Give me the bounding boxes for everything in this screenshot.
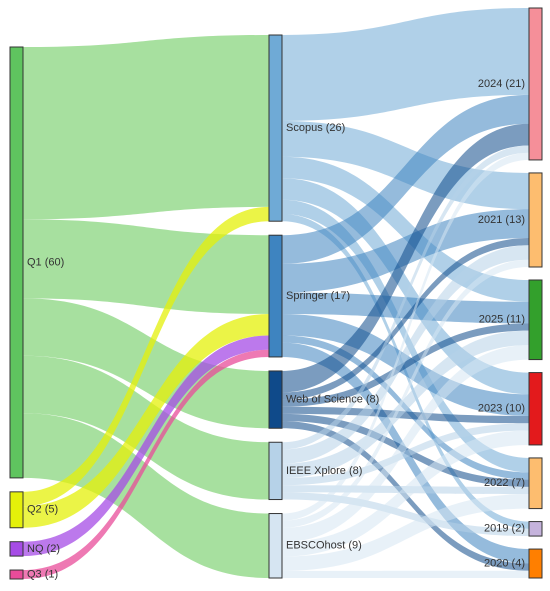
node-Springer[interactable]: [268, 234, 283, 358]
node-Q3[interactable]: [9, 569, 24, 580]
link-Q1-Scopus[interactable]: [23, 35, 269, 220]
node-label-NQ: NQ (2): [27, 543, 60, 555]
node-label-y2019: 2019 (2): [484, 523, 525, 535]
link-IEEE-y2025[interactable]: [282, 330, 529, 479]
link-IEEE-y2024[interactable]: [282, 145, 529, 450]
link-EBSCO-y2024[interactable]: [282, 152, 529, 521]
node-IEEE[interactable]: [268, 441, 283, 501]
node-label-y2021: 2021 (13): [478, 214, 525, 226]
node-NQ[interactable]: [9, 541, 24, 557]
link-Scopus-y2023[interactable]: [282, 178, 529, 395]
link-IEEE-y2021[interactable]: [282, 245, 529, 464]
node-Q1[interactable]: [9, 46, 24, 479]
node-Scopus[interactable]: [268, 34, 283, 222]
node-label-Scopus: Scopus (26): [286, 122, 345, 134]
node-label-Q3: Q3 (1): [27, 568, 58, 580]
link-Scopus-y2025[interactable]: [282, 156, 529, 302]
node-Q2[interactable]: [9, 491, 24, 529]
node-y2025[interactable]: [528, 279, 543, 361]
link-Q3-Springer[interactable]: [23, 349, 269, 579]
node-label-y2023: 2023 (10): [478, 403, 525, 415]
node-label-y2024: 2024 (21): [478, 78, 525, 90]
link-IEEE-y2019[interactable]: [282, 492, 529, 537]
node-label-y2022: 2022 (7): [484, 477, 525, 489]
node-label-Q1: Q1 (60): [27, 256, 64, 268]
node-label-y2020: 2020 (4): [484, 557, 525, 569]
node-label-WoS: Web of Science (8): [286, 394, 379, 406]
link-EBSCO-y2023[interactable]: [282, 430, 529, 557]
link-Springer-y2024[interactable]: [282, 94, 529, 264]
node-label-Springer: Springer (17): [286, 290, 350, 302]
node-label-EBSCO: EBSCOhost (9): [286, 540, 362, 552]
node-label-IEEE: IEEE Xplore (8): [286, 465, 362, 477]
node-y2021[interactable]: [528, 172, 543, 268]
link-Q2-Springer[interactable]: [23, 313, 269, 528]
link-NQ-Springer[interactable]: [23, 335, 269, 557]
link-Q1-EBSCO[interactable]: [23, 413, 269, 578]
node-EBSCO[interactable]: [268, 513, 283, 579]
node-y2023[interactable]: [528, 372, 543, 446]
labels-layer: Q1 (60) Q2 (5) NQ (2) Q3 (1) Scopus (26) Spri…: [27, 78, 525, 581]
node-y2022[interactable]: [528, 457, 543, 510]
link-Scopus-y2024[interactable]: [282, 8, 529, 121]
link-WoS-y2025[interactable]: [282, 323, 529, 407]
node-y2020[interactable]: [528, 548, 543, 579]
nodes-layer: [9, 7, 543, 580]
link-Q2-Scopus[interactable]: [23, 206, 269, 507]
link-EBSCO-y2021[interactable]: [282, 259, 529, 528]
link-Springer-y2025[interactable]: [282, 292, 529, 324]
node-y2024[interactable]: [528, 7, 543, 161]
node-WoS[interactable]: [268, 370, 283, 429]
links-layer: [23, 8, 529, 579]
node-label-Q2: Q2 (5): [27, 504, 58, 516]
link-EBSCO-y2025[interactable]: [282, 345, 529, 543]
node-label-y2025: 2025 (11): [479, 314, 525, 326]
node-y2019[interactable]: [528, 521, 543, 537]
link-WoS-y2024[interactable]: [282, 123, 529, 393]
link-WoS-y2021[interactable]: [282, 238, 529, 400]
link-IEEE-y2023[interactable]: [282, 423, 529, 486]
link-EBSCO-y2020[interactable]: [282, 570, 529, 578]
link-EBSCO-y2022[interactable]: [282, 494, 529, 571]
